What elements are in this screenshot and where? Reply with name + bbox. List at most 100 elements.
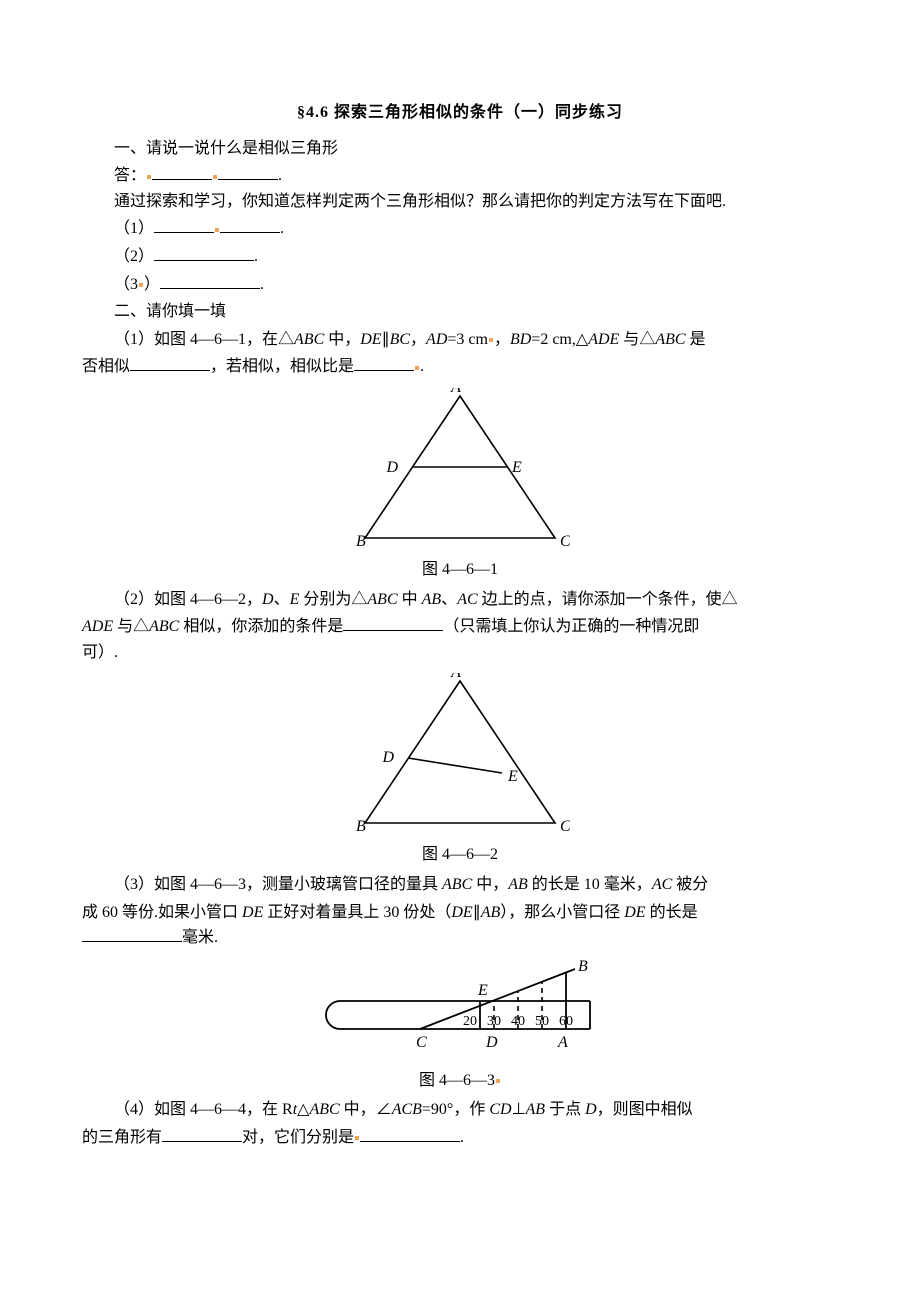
text: 被分: [672, 876, 708, 893]
blank: [162, 1126, 242, 1142]
q3-line2: 成 60 等份.如果小管口 DE 正好对着量具上 30 份处（DE∥AB），那么…: [82, 900, 838, 926]
label-E: E: [511, 459, 522, 476]
tick-60: 60: [559, 1014, 573, 1029]
de: DE: [242, 904, 263, 921]
item-num: （1）: [114, 220, 154, 237]
text: 边上的点，请你添加一个条件，使△: [478, 591, 738, 608]
text: 的长是 10 毫米，: [528, 876, 652, 893]
ab: AB: [508, 876, 528, 893]
caption-text: 图 4—6—3: [419, 1072, 495, 1089]
text: 正好对着量具上 30 份处（: [263, 904, 451, 921]
item-num: （3: [114, 276, 138, 293]
section1-item3: （3）.: [82, 272, 838, 298]
text: 与: [619, 331, 639, 348]
answer-line: 答：.: [82, 163, 838, 189]
text: ，则图中相似: [597, 1101, 693, 1118]
parallel: ∥: [473, 904, 481, 921]
blank: [130, 355, 210, 371]
text: （3）如图 4—6—3，测量小玻璃管口径的量具: [114, 876, 442, 893]
tick-30: 30: [487, 1014, 501, 1029]
text: 与△: [113, 618, 149, 635]
d: D: [585, 1101, 597, 1118]
label-A: A: [557, 1034, 568, 1051]
dot-icon: [213, 175, 217, 179]
acb: ACB: [392, 1101, 422, 1118]
bc: BC: [390, 331, 410, 348]
text: 相似，你添加的条件是: [179, 618, 343, 635]
text: 成 60 等份.如果小管口: [82, 904, 242, 921]
label-E: E: [477, 982, 488, 999]
text: （只需填上你认为正确的一种情况即: [443, 618, 699, 635]
text: ，若相似，相似比是: [210, 358, 354, 375]
ac: AC: [457, 591, 477, 608]
q1-line1: （1）如图 4—6—1，在△ABC 中，DE∥BC，AD=3 cm，BD=2 c…: [82, 327, 838, 353]
label-B: B: [356, 818, 366, 835]
section1-item2: （2）.: [82, 244, 838, 270]
label-A: A: [450, 388, 461, 396]
figure-4-6-3: 20 30 40 50 60 B E C D A: [300, 959, 620, 1064]
label-D: D: [381, 749, 394, 766]
q1-line2: 否相似，若相似，相似比是.: [82, 354, 838, 380]
blank: [354, 355, 414, 371]
tri: △: [576, 331, 588, 348]
text: 、: [441, 591, 457, 608]
text: （1）如图 4—6—1，在△: [114, 331, 294, 348]
tri: △: [297, 1101, 309, 1118]
bd: BD: [510, 331, 531, 348]
blank: [152, 164, 212, 180]
tick-20: 20: [463, 1014, 477, 1029]
comma: ，: [410, 331, 426, 348]
figure-4-6-1: A B C D E: [350, 388, 570, 553]
text: =3 cm: [447, 331, 488, 348]
text: 的三角形有: [82, 1129, 162, 1146]
figure-4-6-2: A B C D E: [350, 673, 570, 838]
fig3-caption: 图 4—6—3: [82, 1068, 838, 1094]
ade: ADE: [588, 331, 619, 348]
q3-line1: （3）如图 4—6—3，测量小玻璃管口径的量具 ABC 中，AB 的长是 10 …: [82, 872, 838, 898]
dot-icon: [215, 228, 219, 232]
fig2-caption: 图 4—6—2: [82, 842, 838, 868]
text: 、: [274, 591, 290, 608]
abc: ABC: [149, 618, 179, 635]
q4-line1: （4）如图 4—6—4，在 Rt△ABC 中，∠ACB=90°，作 CD⊥AB …: [82, 1097, 838, 1123]
text: 的长是: [646, 904, 698, 921]
tick-50: 50: [535, 1014, 549, 1029]
page-title: §4.6 探索三角形相似的条件（一）同步练习: [82, 100, 838, 126]
dot-icon: [489, 338, 493, 342]
abc: ABC: [309, 1101, 339, 1118]
section1-heading: 一、请说一说什么是相似三角形: [82, 136, 838, 162]
section2-heading: 二、请你填一填: [82, 299, 838, 325]
text: （2）如图 4—6—2，: [114, 591, 262, 608]
cd: CD: [489, 1101, 511, 1118]
q2-line1: （2）如图 4—6—2，D、E 分别为△ABC 中 AB、AC 边上的点，请你添…: [82, 587, 838, 613]
blank: [160, 273, 260, 289]
blank: [220, 217, 280, 233]
label-E: E: [507, 768, 518, 785]
ab: AB: [481, 904, 501, 921]
label-B: B: [356, 533, 366, 550]
item-num: （2）: [114, 248, 154, 265]
perp: ⊥: [512, 1101, 526, 1118]
e: E: [290, 591, 300, 608]
abc: ABC: [442, 876, 472, 893]
fig1-caption: 图 4—6—1: [82, 557, 838, 583]
de: DE: [360, 331, 381, 348]
text: 中: [398, 591, 422, 608]
ac: AC: [652, 876, 672, 893]
answer-prefix: 答：: [114, 167, 146, 184]
label-D: D: [385, 459, 398, 476]
blank: [218, 164, 278, 180]
label-A: A: [450, 673, 461, 681]
dot-icon: [355, 1136, 359, 1140]
q3-line3: 毫米.: [82, 925, 838, 951]
dot-icon: [415, 366, 419, 370]
q2-line2: ADE 与△ABC 相似，你添加的条件是（只需填上你认为正确的一种情况即: [82, 614, 838, 640]
text: 是: [686, 331, 706, 348]
text: 中，: [324, 331, 360, 348]
abc: ABC: [367, 591, 397, 608]
tick-40: 40: [511, 1014, 525, 1029]
section1-prompt: 通过探索和学习，你知道怎样判定两个三角形相似？那么请把你的判定方法写在下面吧.: [82, 189, 838, 215]
text: =90°，作: [422, 1101, 489, 1118]
label-C: C: [416, 1034, 427, 1051]
de: DE: [451, 904, 472, 921]
